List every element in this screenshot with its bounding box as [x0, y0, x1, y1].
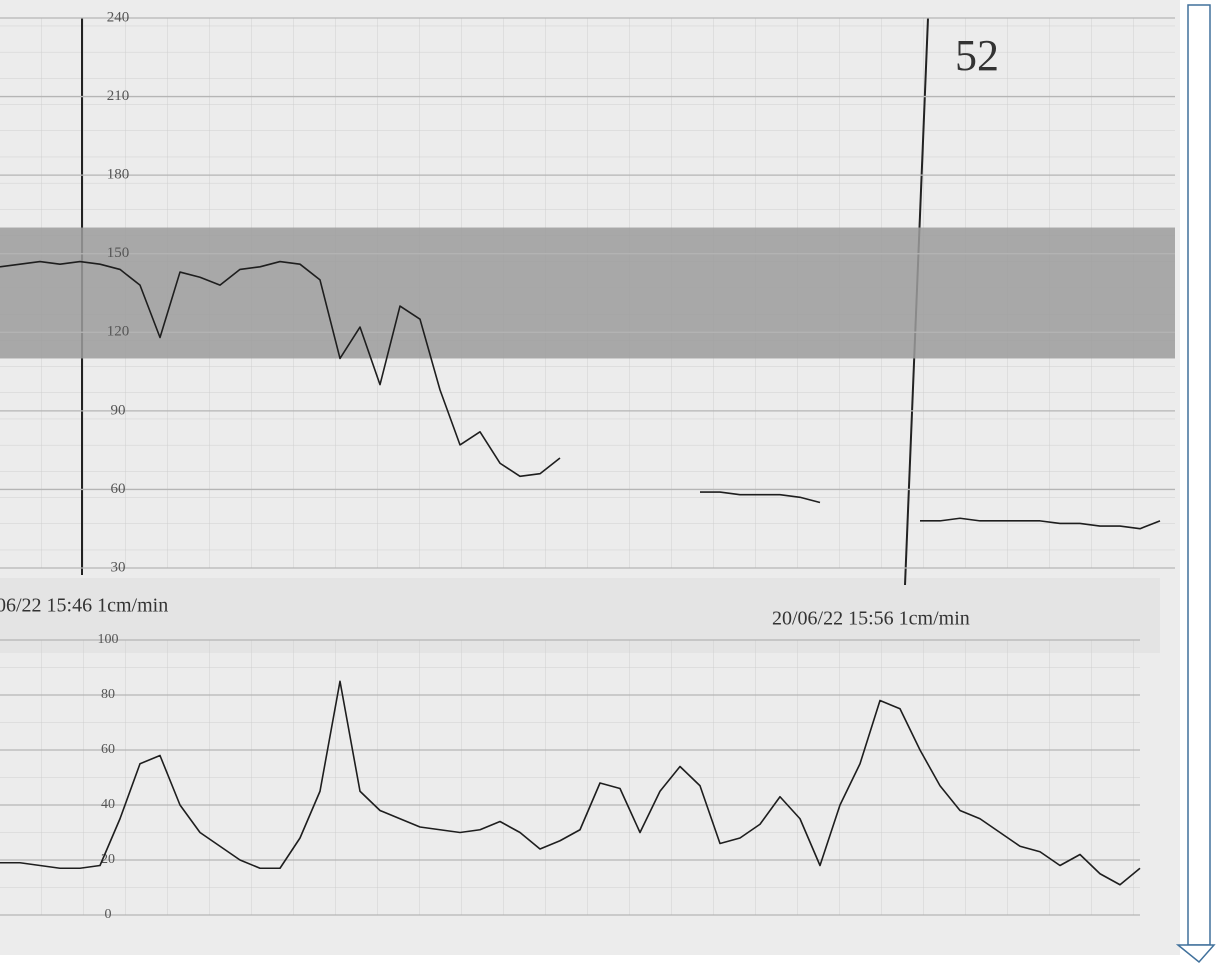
scroll-arrow[interactable]	[1178, 945, 1214, 962]
minor-grid	[0, 640, 1140, 915]
page-number: 52	[955, 31, 999, 80]
timestamp: 20/06/22 15:56 1cm/min	[772, 608, 970, 630]
timestamp: 06/22 15:46 1cm/min	[0, 595, 168, 617]
y-tick-label: 60	[101, 742, 115, 757]
ctg-screen: 52 06/22 15:46 1cm/min 20/06/22 15:56 1c…	[0, 0, 1216, 966]
y-tick-label: 240	[107, 9, 130, 25]
y-tick-label: 90	[111, 402, 126, 418]
page: 52 06/22 15:46 1cm/min 20/06/22 15:56 1c…	[0, 0, 1216, 966]
scrollbar[interactable]	[1178, 5, 1214, 962]
y-tick-label: 100	[98, 632, 119, 647]
y-tick-label: 150	[107, 245, 130, 261]
y-tick-label: 40	[101, 797, 115, 812]
y-tick-label: 30	[111, 559, 126, 575]
y-tick-label: 210	[107, 88, 130, 104]
y-tick-label: 180	[107, 167, 130, 183]
y-tick-label: 0	[105, 907, 112, 922]
y-tick-label: 120	[107, 324, 130, 340]
scroll-track[interactable]	[1188, 5, 1210, 945]
y-tick-label: 80	[101, 687, 115, 702]
normal-band	[0, 228, 1175, 359]
y-tick-label: 60	[111, 481, 126, 497]
